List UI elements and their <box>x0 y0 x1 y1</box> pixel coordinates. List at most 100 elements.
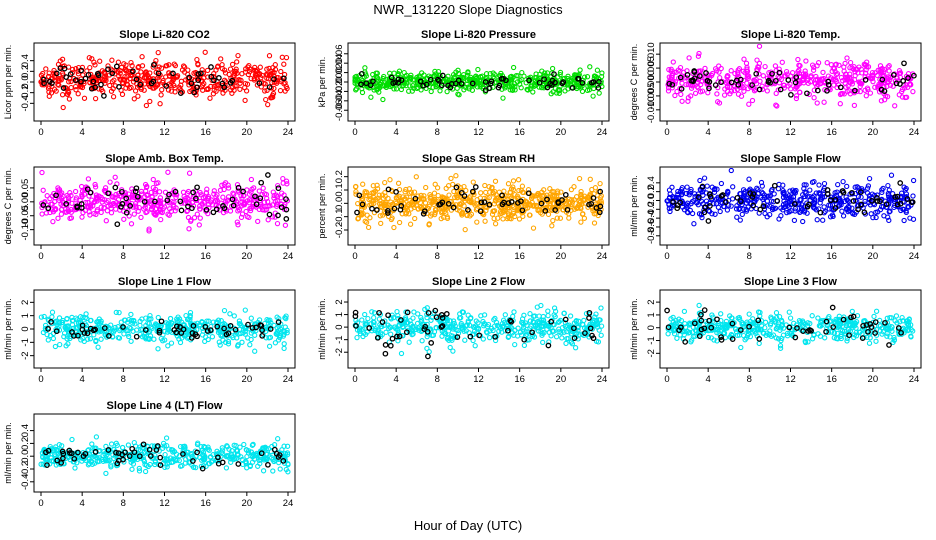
data-point <box>84 204 90 210</box>
data-point <box>487 189 493 195</box>
data-point <box>81 95 88 101</box>
data-point <box>59 56 66 62</box>
data-point <box>165 211 171 217</box>
data-point-black <box>105 190 112 197</box>
data-point <box>65 88 71 94</box>
data-point <box>587 64 593 70</box>
data-point <box>728 168 734 174</box>
points-group <box>39 169 291 234</box>
data-point-black <box>478 199 485 206</box>
y-tick-label: -1 <box>646 336 657 344</box>
data-point-black <box>132 188 139 195</box>
data-point <box>760 73 766 79</box>
data-point <box>198 192 204 198</box>
data-point <box>869 75 876 81</box>
data-point-black <box>417 78 424 85</box>
data-point <box>49 314 55 320</box>
data-point <box>885 192 892 198</box>
y-tick-label: 0.02 <box>334 63 345 82</box>
data-point <box>846 88 852 94</box>
data-point-black <box>439 323 446 329</box>
data-point <box>492 197 499 203</box>
data-point <box>711 201 717 207</box>
data-point <box>102 197 108 203</box>
data-point <box>399 83 405 89</box>
data-point-black <box>850 198 857 204</box>
data-point <box>500 95 506 101</box>
data-point <box>514 206 521 213</box>
data-point <box>596 76 602 82</box>
data-point <box>870 78 876 85</box>
data-point <box>785 83 791 89</box>
data-point <box>523 329 529 335</box>
data-point <box>484 330 490 336</box>
data-point-black <box>901 60 907 67</box>
x-tick-label: 8 <box>121 374 126 385</box>
data-point <box>236 318 243 324</box>
data-point-black <box>392 79 399 86</box>
data-point <box>456 70 462 77</box>
x-tick-label: 4 <box>706 251 711 262</box>
data-point <box>39 169 45 176</box>
data-point <box>888 198 894 204</box>
y-axis-label: percent per min. <box>317 173 327 238</box>
data-point-black <box>433 314 440 321</box>
data-point <box>207 95 213 101</box>
data-point-black <box>385 210 391 216</box>
data-point <box>96 77 102 84</box>
data-point <box>880 79 887 86</box>
data-point-black <box>385 312 391 319</box>
data-point-black <box>552 79 558 86</box>
data-point-black <box>777 86 784 93</box>
data-point-black <box>283 216 290 222</box>
data-point <box>188 217 194 223</box>
data-point <box>578 193 584 199</box>
data-point-black <box>461 193 468 199</box>
data-point-black <box>776 69 783 76</box>
data-point <box>735 67 741 73</box>
y-tick-label: 2 <box>20 300 31 305</box>
data-point <box>165 343 171 349</box>
data-point-black <box>220 203 226 209</box>
data-point <box>535 190 541 197</box>
data-point-black <box>92 84 99 91</box>
data-point <box>44 193 50 199</box>
data-point <box>741 206 747 212</box>
data-point <box>697 89 704 95</box>
data-point <box>408 321 414 327</box>
data-point <box>886 68 892 74</box>
data-point <box>176 336 182 342</box>
x-tick-label: 8 <box>747 127 752 138</box>
data-point-black <box>133 185 140 192</box>
data-point-black <box>178 207 185 214</box>
data-point <box>668 66 674 72</box>
data-point-black <box>772 77 779 84</box>
y-tick-label: 0.04 <box>334 54 345 72</box>
x-tick-label: 20 <box>556 127 567 138</box>
data-point <box>424 333 430 340</box>
data-point <box>828 75 834 81</box>
data-point-black <box>448 81 455 87</box>
data-point-black <box>177 324 183 330</box>
data-point-black <box>53 192 59 199</box>
y-tick-label: 0.0 <box>646 194 657 207</box>
data-point <box>53 88 59 94</box>
data-point <box>411 189 418 195</box>
data-point <box>128 325 134 332</box>
data-point-black <box>133 333 140 340</box>
data-point <box>820 69 826 76</box>
x-tick-label: 4 <box>394 127 399 138</box>
data-point-black <box>472 184 479 190</box>
data-point-black <box>427 76 434 83</box>
data-point <box>428 198 434 204</box>
data-point <box>672 92 678 99</box>
data-point <box>231 313 237 319</box>
data-point <box>279 54 285 60</box>
data-point-black <box>453 184 460 191</box>
data-point <box>725 73 731 79</box>
data-point-black <box>207 327 214 333</box>
data-point-black <box>771 182 778 189</box>
data-point <box>143 69 149 75</box>
data-point-black <box>590 195 597 201</box>
